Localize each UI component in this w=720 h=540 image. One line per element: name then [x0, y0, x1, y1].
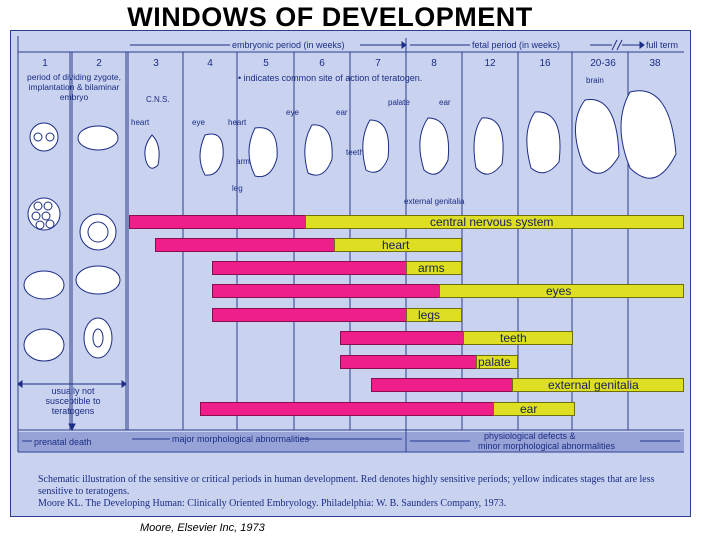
bar-legs-red	[212, 308, 407, 322]
leg-label: leg	[232, 184, 243, 193]
cns-label: C.N.S.	[146, 95, 170, 104]
ear-label: ear	[336, 108, 348, 117]
bar-teeth-label: teeth	[500, 331, 527, 345]
embryonic-period-label: embryonic period (in weeks)	[232, 40, 345, 50]
teratogen-note: • indicates common site of action of ter…	[238, 73, 423, 83]
bar-eyes-label: eyes	[546, 284, 572, 298]
week-16: 16	[539, 58, 551, 69]
bar-eyes-yellow	[439, 284, 684, 298]
week-8: 8	[431, 58, 437, 69]
bar-legs-label: legs	[418, 308, 441, 322]
bar-ear-label: ear	[520, 402, 538, 416]
week-38: 38	[649, 58, 661, 69]
heart-label-w4: heart	[228, 118, 247, 127]
teeth-label: teeth	[346, 148, 364, 157]
full-term-label: full term	[646, 40, 679, 50]
week-3: 3	[153, 58, 159, 69]
page-title: WINDOWS OF DEVELOPMENT	[127, 2, 533, 32]
bar-heart-label: heart	[382, 238, 410, 252]
figure-caption: Schematic illustration of the sensitive …	[38, 474, 678, 510]
bar-legs-yellow	[406, 308, 462, 322]
eye-label-w4: eye	[192, 118, 205, 127]
bar-cns-label: central nervous system	[430, 215, 554, 229]
week-20-36: 20-36	[590, 58, 616, 69]
week-2: 2	[96, 58, 102, 69]
palate-label: palate	[388, 98, 410, 107]
bar-arms-yellow	[406, 261, 462, 275]
eye-label-w6: eye	[286, 108, 299, 117]
bar-external-genitalia-label: external genitalia	[548, 378, 639, 392]
image-credit: Moore, Elsevier Inc, 1973	[140, 522, 265, 534]
bar-heart-yellow	[334, 238, 462, 252]
minor-abnormalities-label: minor morphological abnormalities	[478, 441, 616, 451]
bar-eyes-red	[212, 284, 440, 298]
week1-description: period of dividing zygote, implantation …	[26, 72, 122, 102]
bar-cns-yellow	[305, 215, 684, 229]
bar-teeth-yellow	[463, 331, 573, 345]
outcome-band	[18, 432, 684, 452]
bar-palate-label: palate	[478, 355, 511, 369]
week-12: 12	[484, 58, 496, 69]
bar-teeth-red	[340, 331, 464, 345]
bar-ear-yellow	[493, 402, 575, 416]
brain-label: brain	[586, 76, 604, 85]
physiological-defects-label: physiological defects &	[484, 431, 576, 441]
bar-arms-label: arms	[418, 261, 445, 275]
heart-label-w3: heart	[131, 118, 150, 127]
left-note: usually not susceptible to teratogens	[45, 386, 101, 416]
bar-palate-red	[340, 355, 477, 369]
week-7: 7	[375, 58, 381, 69]
week-1: 1	[42, 58, 48, 69]
fetal-period-label: fetal period (in weeks)	[472, 40, 561, 50]
bar-palate-yellow	[476, 355, 518, 369]
week-4: 4	[207, 58, 213, 69]
caption-line-2: Moore KL. The Developing Human: Clinical…	[38, 498, 507, 509]
major-abnormalities-label: major morphological abnormalities	[172, 434, 310, 444]
external-genitalia-label: external genitalia	[404, 197, 465, 206]
bar-cns-red	[129, 215, 306, 229]
ear-label-w8: ear	[439, 98, 451, 107]
arm-label: arm	[236, 157, 250, 166]
bar-external-genitalia-red	[371, 378, 513, 392]
bar-ear-red	[200, 402, 494, 416]
week-6: 6	[319, 58, 325, 69]
bar-arms-red	[212, 261, 407, 275]
caption-line-1: Schematic illustration of the sensitive …	[38, 474, 655, 497]
prenatal-death-label: prenatal death	[34, 437, 92, 447]
bar-external-genitalia-yellow	[512, 378, 684, 392]
week-5: 5	[263, 58, 269, 69]
bar-heart-red	[155, 238, 335, 252]
